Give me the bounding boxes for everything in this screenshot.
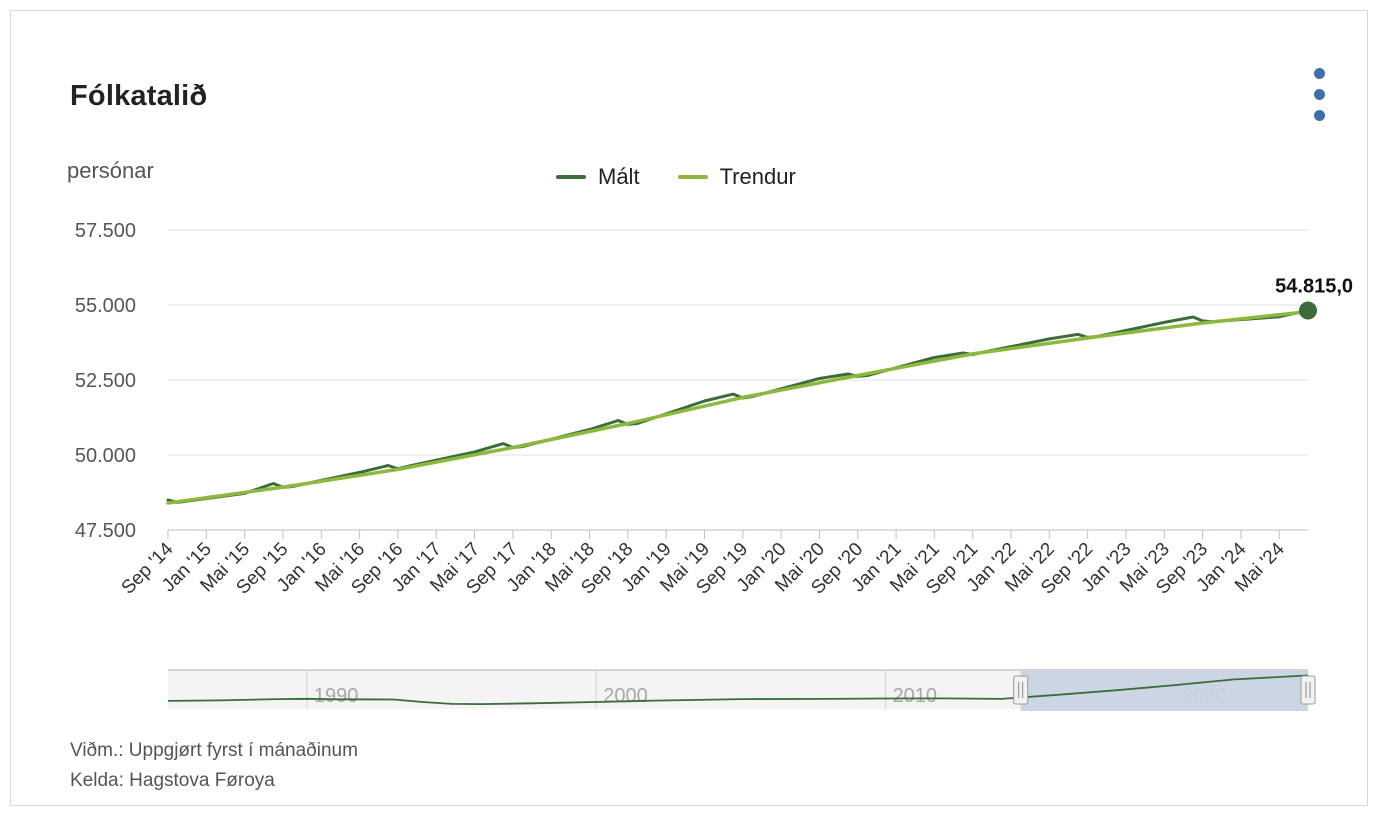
y-tick-label: 52.500 [75,370,136,392]
last-value-label: 54.815,0 [1275,276,1353,298]
navigator-year-label: 1990 [314,685,359,707]
legend-item-measured[interactable]: Mált [556,164,640,190]
chart-title: Fólkatalið [70,80,208,112]
navigator-left-handle[interactable] [1013,675,1029,705]
chart-note: Viðm.: Uppgjørt fyrst í mánaðinum [70,740,358,761]
menu-dot-icon [1314,89,1325,100]
y-tick-label: 57.500 [75,220,136,242]
chart-legend: Mált Trendur [556,164,796,190]
navigator-selected-range[interactable] [1020,670,1308,711]
navigator-right-handle[interactable] [1300,675,1316,705]
chart-menu-button[interactable] [1306,62,1334,128]
navigator-overview-line [167,674,1309,706]
chart-source: Kelda: Hagstova Føroya [70,770,275,791]
navigator-year-label: 2010 [893,685,938,707]
legend-swatch-trend [677,175,708,179]
last-value-marker[interactable] [1299,301,1317,320]
y-axis-unit-label: persónar [67,158,154,183]
y-tick-label: 55.000 [75,295,136,317]
y-tick-label: 47.500 [75,520,136,542]
legend-label-measured: Mált [598,164,640,189]
series-line-measured [166,309,1310,504]
series-line-trend [166,309,1310,505]
menu-dot-icon [1314,110,1325,121]
menu-dot-icon [1314,68,1325,79]
legend-label-trend: Trendur [719,164,796,189]
y-tick-label: 50.000 [75,445,136,467]
legend-item-trend[interactable]: Trendur [677,164,796,190]
legend-swatch-measured [556,175,586,179]
navigator-year-label: 2000 [603,685,648,707]
